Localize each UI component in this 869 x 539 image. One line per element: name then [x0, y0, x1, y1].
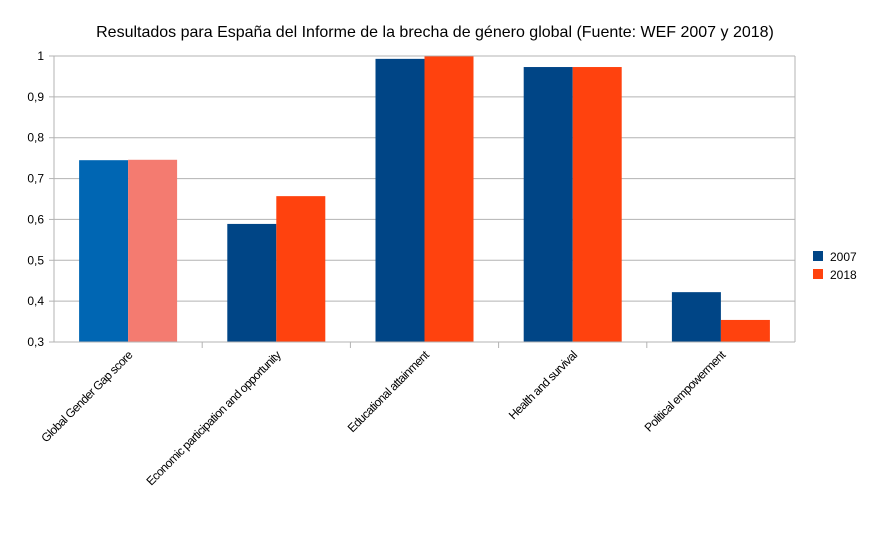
x-tick-label: Health and survival [506, 348, 580, 422]
bar-2018 [572, 67, 622, 342]
bar-2018 [720, 319, 770, 342]
x-tick-label: Political empowerment [642, 347, 729, 434]
legend-label-2007: 2007 [830, 250, 857, 264]
bars [79, 56, 770, 343]
legend-swatch-2018 [813, 269, 823, 279]
bar-2018 [424, 56, 474, 343]
legend: 2007 2018 [813, 250, 857, 282]
y-tick-label: 0,8 [27, 131, 44, 145]
y-tick-label: 0,5 [27, 253, 44, 267]
x-tick-label: Economic participation and opportunity [143, 348, 283, 488]
y-axis: 0,3 0,4 0,5 0,6 0,7 0,8 0,9 1 [27, 49, 54, 349]
bar-2007 [671, 292, 721, 342]
bar-2007 [523, 67, 573, 342]
bar-2007 [79, 160, 129, 342]
y-tick-label: 0,7 [27, 172, 44, 186]
legend-label-2018: 2018 [830, 268, 857, 282]
y-tick-label: 0,4 [27, 294, 44, 308]
x-tick-label: Educational attainment [345, 347, 433, 435]
legend-swatch-2007 [813, 251, 823, 261]
y-tick-label: 0,3 [27, 335, 44, 349]
x-tick-label: Global Gender Gap score [38, 348, 135, 445]
y-tick-label: 0,6 [27, 212, 44, 226]
bar-2018 [276, 196, 326, 342]
bar-2007 [227, 223, 277, 342]
chart-title: Resultados para España del Informe de la… [96, 24, 774, 41]
bar-2018 [128, 159, 178, 342]
y-tick-label: 1 [37, 49, 44, 63]
bar-2007 [375, 58, 425, 343]
y-tick-label: 0,9 [27, 90, 44, 104]
x-axis: Global Gender Gap score Economic particip… [38, 341, 795, 488]
